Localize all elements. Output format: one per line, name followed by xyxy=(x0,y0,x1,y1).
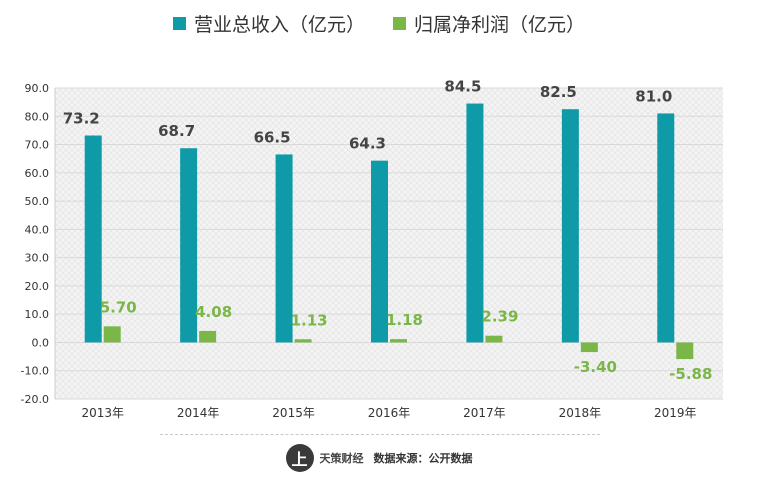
y-tick-label: 60.0 xyxy=(25,167,50,180)
bars: 73.2 68.7 66.5 64.3 84.5 82.5 81.0 5.70 4.08 1.13… xyxy=(63,78,713,384)
footer-divider xyxy=(160,434,600,435)
bar-profit xyxy=(485,335,503,343)
y-tick-label: -20.0 xyxy=(21,393,49,406)
brand-logo: 上 天策财经 xyxy=(285,444,364,472)
data-label-profit: -3.40 xyxy=(574,358,617,376)
bar-profit xyxy=(390,339,407,343)
data-label-revenue: 66.5 xyxy=(254,128,291,146)
legend-swatch-revenue xyxy=(172,17,186,30)
legend-item-revenue: 营业总收入（亿元） xyxy=(172,10,365,37)
data-label-profit: 5.70 xyxy=(100,298,137,316)
plot-area xyxy=(55,88,723,399)
bar-revenue xyxy=(561,109,579,343)
bar-profit xyxy=(294,339,312,343)
data-label-revenue: 81.0 xyxy=(635,87,672,105)
y-tick-label: 30.0 xyxy=(25,252,50,265)
x-tick-label: 2017年 xyxy=(463,406,506,420)
data-label-revenue: 84.5 xyxy=(444,78,481,96)
bar-revenue xyxy=(371,160,388,343)
legend-swatch-profit xyxy=(393,17,406,30)
data-label-revenue: 82.5 xyxy=(540,83,577,101)
bar-revenue xyxy=(466,103,484,343)
data-label-revenue: 64.3 xyxy=(349,135,386,153)
data-label-revenue: 73.2 xyxy=(63,109,100,127)
data-label-profit: 2.39 xyxy=(481,308,518,326)
bar-profit xyxy=(103,326,121,343)
legend-label-revenue: 营业总收入（亿元） xyxy=(193,14,365,36)
y-tick-label: -10.0 xyxy=(21,365,49,378)
y-tick-label: 0.0 xyxy=(32,336,50,349)
data-label-profit: 1.13 xyxy=(291,311,328,329)
logo-mark-icon: 上 xyxy=(285,444,314,472)
x-tick-label: 2013年 xyxy=(81,406,124,420)
data-label-revenue: 68.7 xyxy=(158,122,195,140)
x-tick-label: 2014年 xyxy=(177,406,220,420)
data-label-profit: -5.88 xyxy=(669,365,712,383)
y-tick-label: 80.0 xyxy=(25,110,50,123)
y-tick-label: 70.0 xyxy=(25,139,50,152)
y-tick-label: 90.0 xyxy=(25,82,50,95)
x-tick-label: 2018年 xyxy=(559,406,602,420)
bar-revenue xyxy=(84,135,102,343)
y-tick-label: 50.0 xyxy=(25,195,50,208)
footer: 上 天策财经 数据来源：公开数据 xyxy=(0,444,758,472)
data-source: 数据来源：公开数据 xyxy=(373,452,473,465)
y-tick-label: 10.0 xyxy=(25,308,50,321)
data-label-profit: 1.18 xyxy=(386,311,423,329)
logo-text: 天策财经 xyxy=(319,452,364,465)
bar-profit xyxy=(676,342,694,360)
x-tick-label: 2016年 xyxy=(368,406,411,420)
bar-revenue xyxy=(180,148,198,343)
bar-revenue xyxy=(275,154,293,343)
legend-item-profit: 归属净利润（亿元） xyxy=(393,10,585,37)
bar-profit xyxy=(580,342,598,353)
chart-legend: 营业总收入（亿元） 归属净利润（亿元） xyxy=(0,10,758,37)
y-tick-label: 40.0 xyxy=(25,223,50,236)
bar-chart: 90.0 80.0 70.0 60.0 50.0 40.0 30.0 20.0 10.0 0.0 -… xyxy=(21,78,723,420)
gridlines xyxy=(55,87,723,400)
x-tick-label: 2019年 xyxy=(654,406,697,420)
bar-revenue xyxy=(657,113,675,343)
y-tick-label: 20.0 xyxy=(25,280,50,293)
x-tick-label: 2015年 xyxy=(272,406,315,420)
legend-label-profit: 归属净利润（亿元） xyxy=(414,14,586,36)
x-axis: 2013年 2014年 2015年 2016年 2017年 2018年 2019年 xyxy=(81,406,696,420)
bar-profit xyxy=(199,330,217,343)
data-label-profit: 4.08 xyxy=(195,303,232,321)
y-axis: 90.0 80.0 70.0 60.0 50.0 40.0 30.0 20.0 10.0 0.0 -… xyxy=(21,82,56,406)
